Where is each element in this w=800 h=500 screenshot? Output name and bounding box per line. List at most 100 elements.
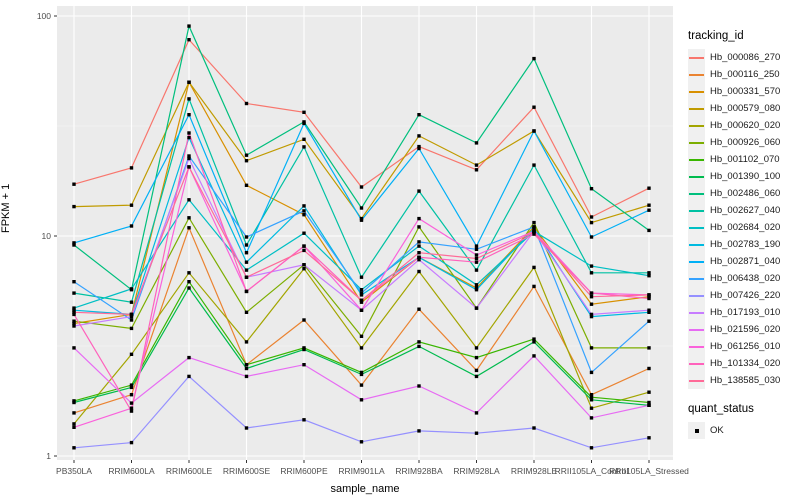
data-point (474, 268, 479, 272)
data-point (417, 240, 421, 244)
data-point (417, 429, 421, 433)
data-point (244, 426, 249, 430)
legend-title-tracking-id: tracking_id (688, 30, 744, 42)
data-point (129, 383, 134, 387)
legend-key-line-icon (689, 124, 704, 127)
data-point (532, 230, 536, 234)
data-point (244, 289, 249, 294)
data-point (187, 198, 191, 202)
legend-items: Hb_000086_270 Hb_000116_250 Hb_000331_570 H… (688, 49, 798, 389)
legend-entry: Hb_061256_010 (688, 338, 798, 355)
legend-entry: Hb_138585_030 (688, 372, 798, 389)
data-point (474, 247, 479, 251)
data-point (589, 220, 594, 225)
legend-key-swatch (688, 202, 705, 219)
data-point (187, 154, 191, 158)
data-point (72, 182, 76, 186)
data-point (187, 374, 191, 379)
legend-entry: Hb_006438_020 (688, 270, 798, 287)
data-point (532, 56, 536, 61)
data-point (647, 310, 651, 314)
legend-entry: Hb_002627_040 (688, 202, 798, 219)
data-point (589, 446, 594, 450)
data-point (244, 310, 249, 314)
data-point (647, 203, 651, 207)
x-tick-label: RRIM600SE (223, 466, 271, 476)
data-point (244, 340, 249, 344)
legend-key-swatch (688, 355, 705, 372)
data-point (359, 372, 364, 377)
data-point (187, 113, 191, 117)
data-point (647, 308, 651, 312)
data-point (302, 145, 306, 149)
data-point (474, 306, 479, 310)
data-point (187, 355, 191, 360)
data-point (359, 275, 364, 279)
data-point (302, 121, 306, 126)
x-tick-label: RRIM928BA (395, 466, 443, 476)
data-point (72, 310, 76, 314)
data-point (474, 374, 479, 379)
legend-entry-label: Hb_000086_270 (710, 52, 781, 63)
data-point (417, 258, 421, 262)
data-point (417, 384, 421, 388)
y-tick-label: 10 (42, 231, 52, 241)
data-point (589, 416, 594, 420)
legend-key-line-icon (689, 158, 704, 161)
data-point (72, 308, 76, 312)
legend-key-swatch (688, 168, 705, 185)
legend-key-swatch (688, 83, 705, 100)
legend-key-swatch (688, 287, 705, 304)
data-point (187, 38, 191, 42)
data-point (72, 291, 76, 295)
data-point (359, 298, 364, 302)
data-point (302, 110, 306, 114)
data-point (417, 344, 421, 349)
legend-key-swatch (688, 151, 705, 168)
data-point (244, 363, 249, 367)
data-point (589, 291, 594, 295)
data-point (417, 244, 421, 248)
legend-entry-label: Hb_000620_020 (710, 120, 781, 131)
data-point (417, 340, 421, 344)
legend-key-swatch (688, 219, 705, 236)
legend-key-swatch (688, 338, 705, 355)
panel-background (57, 6, 673, 460)
data-point (187, 135, 191, 140)
data-point (532, 426, 536, 430)
legend-entry-label: Hb_000926_060 (710, 137, 781, 148)
legend-entry: Hb_017193_010 (688, 304, 798, 321)
x-tick-label: RRIM928LA (453, 466, 500, 476)
data-point (647, 228, 651, 233)
black-square-point-icon (694, 428, 699, 433)
legend-entry-quant: OK (688, 422, 798, 439)
data-point (359, 398, 364, 402)
data-point (647, 319, 651, 323)
data-point (129, 203, 134, 207)
data-point (244, 159, 249, 163)
data-point (589, 393, 594, 397)
data-point (647, 293, 651, 297)
data-point (532, 105, 536, 109)
legend-key-line-icon (689, 209, 704, 212)
data-point (187, 226, 191, 230)
x-tick-label: RRII105LA_Control (555, 466, 629, 476)
data-point (532, 225, 536, 229)
data-point (129, 314, 134, 319)
data-point (244, 153, 249, 157)
data-point (187, 165, 191, 169)
data-point (244, 251, 249, 255)
data-point (647, 208, 651, 212)
legend-key-swatch (688, 100, 705, 117)
data-point (244, 374, 249, 379)
data-point (474, 253, 479, 257)
data-point (417, 113, 421, 117)
data-point (359, 383, 364, 387)
data-point (129, 318, 134, 322)
data-point (647, 296, 651, 301)
data-point (647, 295, 651, 299)
data-point (187, 286, 191, 290)
data-point (474, 163, 479, 167)
x-tick-label: RRIM600LE (166, 466, 213, 476)
